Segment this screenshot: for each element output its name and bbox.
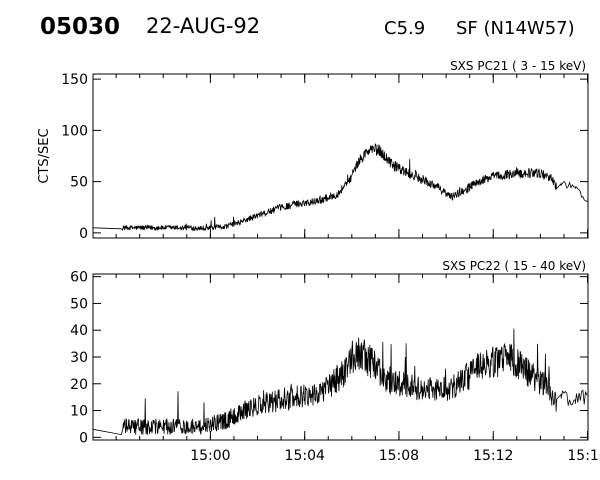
y-tick-label-2: 60 [70,270,88,286]
x-tick-label-2: 15:16 [567,448,600,464]
event-id: 05030 [40,14,121,40]
flare-class: C5.9 [384,18,426,39]
y-tick-label-2: 30 [70,350,88,366]
event-date: 22-AUG-92 [146,14,261,38]
y-tick-label-2: 20 [70,377,88,393]
panel-title-1: SXS PC21 ( 3 - 15 keV) [450,59,586,73]
y-tick-label-2: 10 [70,404,88,420]
y-tick-label-2: 40 [70,323,88,339]
y-tick-label-2: 50 [70,296,88,312]
x-tick-label-2: 15:08 [379,448,419,464]
y-axis-label: CTS/SEC [37,128,52,183]
series-line-2 [92,328,589,436]
x-tick-label-2: 15:04 [285,448,325,464]
x-tick-label-2: 15:12 [473,448,513,464]
y-tick-label-1: 50 [70,175,88,191]
flare-location: SF (N14W57) [456,18,575,39]
x-tick-label-2: 15:00 [190,448,230,464]
y-tick-label-1: 100 [61,123,88,139]
series-line-1 [92,143,589,232]
panel-title-2: SXS PC22 ( 15 - 40 keV) [442,259,586,273]
y-tick-label-1: 150 [61,72,88,88]
plot-frame-1 [92,73,589,239]
y-tick-label-1: 0 [79,226,88,242]
y-tick-label-2: 0 [79,430,88,446]
